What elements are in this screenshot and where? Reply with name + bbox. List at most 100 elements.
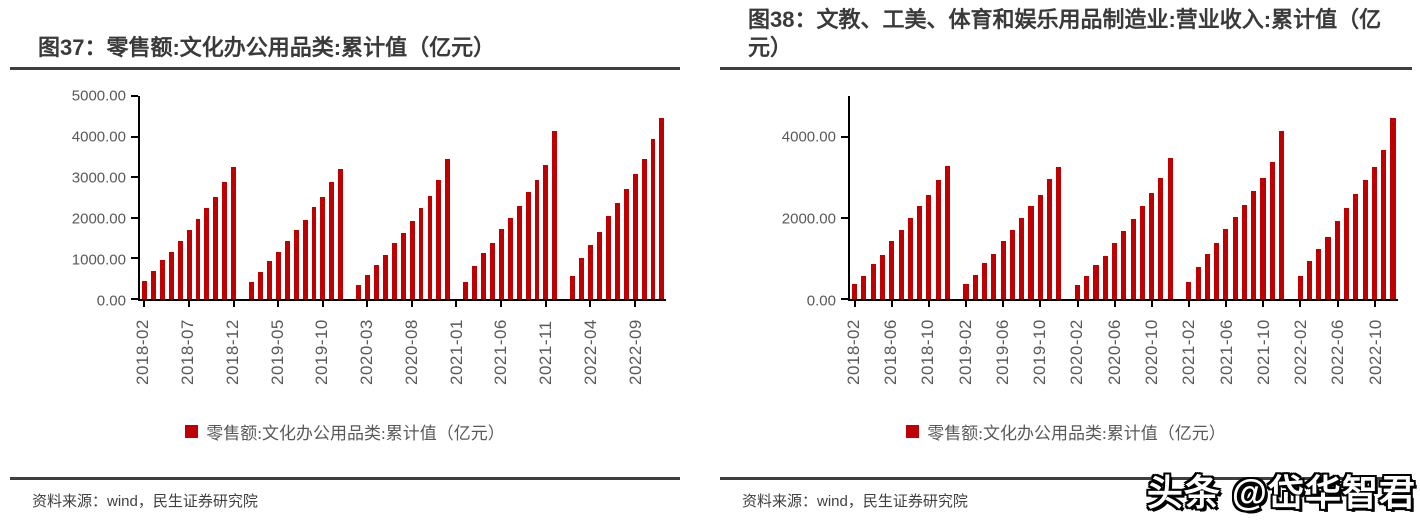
- bar-slot: [1026, 96, 1035, 299]
- bar: [320, 196, 326, 299]
- bars-container: [850, 96, 1398, 299]
- bar-slot: [924, 96, 933, 299]
- bar: [1074, 285, 1080, 299]
- bar: [1297, 276, 1303, 299]
- bar-slot: [310, 96, 319, 299]
- bar-slot: [372, 96, 381, 299]
- bar: [177, 240, 183, 299]
- bar: [427, 195, 433, 299]
- bar-slot: [1212, 96, 1221, 299]
- bar-slot: [657, 96, 666, 299]
- bar-slot: [202, 96, 211, 299]
- source-note: 资料来源：wind，民生证券研究院: [742, 493, 968, 510]
- x-axis-tick-label: 2021-01: [446, 319, 466, 385]
- bar: [481, 253, 486, 299]
- bar: [213, 196, 219, 299]
- bar: [463, 281, 469, 299]
- x-axis-labels: 2018-02 2018-07 2018-12 2019-05 2019-10 2020-…: [133, 301, 666, 403]
- figure-37-title: 图37：零售额:文化办公用品类:累计值（亿元）: [38, 34, 496, 60]
- bar: [382, 255, 388, 299]
- legend: 零售额:文化办公用品类:累计值（亿元）: [720, 419, 1412, 444]
- y-axis-tick-label: 2000.00: [71, 210, 126, 228]
- legend-swatch: [906, 425, 920, 438]
- bar-slot: [952, 96, 961, 299]
- bar-slot: [1240, 96, 1249, 299]
- bar-slot: [613, 96, 622, 299]
- bar: [1056, 166, 1062, 299]
- bar: [1279, 131, 1285, 299]
- bar: [1028, 205, 1034, 299]
- x-axis-tick-label: 2020-02: [1067, 319, 1087, 385]
- bar-slot: [1221, 96, 1230, 299]
- bar-slot: [1156, 96, 1165, 299]
- bar-slot: [550, 96, 559, 299]
- bar-slot: [640, 96, 649, 299]
- bar-slot: [533, 96, 542, 299]
- bar-slot: [896, 96, 905, 299]
- y-axis-labels: 0.00 2000.00 4000.00: [748, 96, 848, 310]
- x-axis-tick-mark: [410, 301, 413, 307]
- bar: [1130, 218, 1136, 299]
- bar-slot: [434, 96, 443, 299]
- bar-slot: [1268, 96, 1277, 299]
- bar: [1269, 161, 1275, 299]
- x-axis-tick-label: 2018-02: [133, 319, 153, 385]
- bar-slot: [274, 96, 283, 299]
- bar-slot: [381, 96, 390, 299]
- bar-slot: [1388, 96, 1397, 299]
- bar-slot: [961, 96, 970, 299]
- bar: [311, 207, 317, 299]
- y-axis-tick-mark: [841, 216, 848, 219]
- bar: [605, 216, 611, 299]
- bar-slot: [1296, 96, 1305, 299]
- x-axis-tick-mark: [1150, 301, 1153, 307]
- bar: [472, 266, 478, 299]
- bar-slot: [327, 96, 336, 299]
- bar: [1306, 261, 1312, 299]
- legend-label: 零售额:文化办公用品类:累计值（亿元）: [206, 424, 505, 443]
- bar: [1381, 149, 1387, 299]
- bar-slot: [1091, 96, 1100, 299]
- y-axis-tick-mark: [131, 176, 138, 179]
- bar: [142, 280, 147, 299]
- bar-slot: [604, 96, 613, 299]
- x-axis-tick-label: 2020-06: [1104, 319, 1124, 385]
- bar-slot: [390, 96, 399, 299]
- bar-slot: [149, 96, 158, 299]
- bar-slot: [1036, 96, 1045, 299]
- bar: [1186, 281, 1192, 299]
- bar: [1111, 242, 1118, 299]
- bar: [1047, 179, 1053, 299]
- bar-slot: [318, 96, 327, 299]
- x-axis-tick-mark: [500, 301, 503, 307]
- x-axis-tick-label: 2022-04: [580, 319, 600, 385]
- y-axis-tick-label: 4000.00: [71, 128, 126, 146]
- x-axis-tick-label: 2021-02: [1179, 319, 1199, 385]
- bar-slot: [906, 96, 915, 299]
- bar-slot: [934, 96, 943, 299]
- x-axis-tick-mark: [544, 301, 547, 307]
- bar: [489, 242, 495, 299]
- x-axis-tick-mark: [1076, 301, 1079, 307]
- bar-slot: [887, 96, 896, 299]
- bar: [861, 275, 867, 299]
- bar: [1167, 157, 1173, 299]
- x-axis-tick-label: 2018-06: [880, 319, 900, 385]
- bar: [1334, 221, 1340, 299]
- bar: [525, 192, 531, 299]
- bar: [1149, 193, 1155, 299]
- bar: [150, 271, 156, 299]
- bar-slot: [869, 96, 878, 299]
- bar-slot: [586, 96, 595, 299]
- bar-slot: [1249, 96, 1258, 299]
- legend: 零售额:文化办公用品类:累计值（亿元）: [10, 419, 680, 444]
- bar: [588, 245, 593, 299]
- source-note: 资料来源：wind，民生证券研究院: [32, 493, 258, 510]
- bar-slot: [1017, 96, 1026, 299]
- bar-slot: [1258, 96, 1267, 299]
- bar: [963, 284, 969, 299]
- bar: [1316, 248, 1322, 299]
- x-axis-tick-mark: [1002, 301, 1005, 307]
- legend-swatch: [185, 425, 199, 438]
- bar: [632, 173, 638, 299]
